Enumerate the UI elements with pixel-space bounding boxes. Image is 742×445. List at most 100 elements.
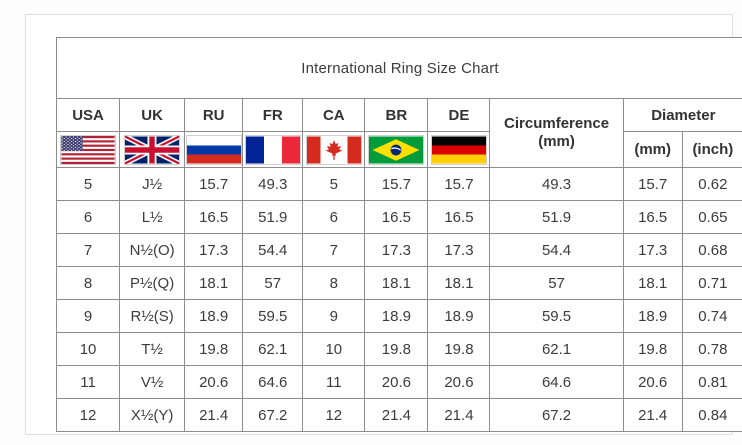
cell-de: 15.7 — [427, 167, 491, 201]
column-header-br: BR — [364, 98, 429, 132]
cell-usa: 8 — [55, 266, 121, 300]
cell-ru: 21.4 — [184, 398, 244, 432]
cell-usa: 7 — [55, 233, 121, 267]
cell-usa: 10 — [55, 332, 121, 366]
canada-flag-icon — [305, 134, 362, 165]
column-header-ru: RU — [184, 98, 244, 132]
cell-br: 18.9 — [364, 299, 429, 333]
table-row: 6 L½ 16.5 51.9 6 16.5 16.5 51.9 16.5 0.6… — [55, 200, 742, 234]
brazil-flag-icon — [368, 134, 425, 165]
cell-fr: 64.6 — [242, 365, 304, 399]
cell-diameter-mm: 19.8 — [622, 332, 683, 366]
cell-fr: 59.5 — [242, 299, 304, 333]
cell-diameter-inch: 0.65 — [681, 200, 742, 234]
cell-br: 20.6 — [364, 365, 429, 399]
cell-usa: 5 — [55, 167, 121, 201]
flag-cell-fr — [242, 131, 304, 168]
title-row: International Ring Size Chart — [56, 37, 742, 99]
cell-usa: 9 — [55, 299, 121, 333]
russia-flag-icon — [185, 134, 242, 165]
table-row: 8 P½(Q) 18.1 57 8 18.1 18.1 57 18.1 0.71 — [55, 266, 742, 300]
cell-circumference: 62.1 — [489, 332, 624, 366]
circumference-unit: (mm) — [538, 133, 575, 150]
cell-ru: 15.7 — [184, 167, 244, 201]
cell-ru: 16.5 — [184, 200, 244, 234]
cell-ru: 18.1 — [184, 266, 244, 300]
table-row: 11 V½ 20.6 64.6 11 20.6 20.6 64.6 20.6 0… — [55, 365, 742, 399]
cell-uk: P½(Q) — [119, 266, 186, 300]
cell-uk: L½ — [119, 200, 186, 234]
cell-fr: 49.3 — [242, 167, 304, 201]
cell-uk: J½ — [119, 167, 186, 201]
table-row: 9 R½(S) 18.9 59.5 9 18.9 18.9 59.5 18.9 … — [55, 299, 742, 333]
flag-cell-uk — [119, 131, 186, 168]
usa-flag-icon — [60, 134, 117, 165]
cell-de: 18.9 — [427, 299, 491, 333]
page-title: International Ring Size Chart — [56, 37, 742, 99]
circumference-label: Circumference — [504, 115, 610, 132]
cell-circumference: 64.6 — [489, 365, 624, 399]
cell-ca: 12 — [302, 398, 366, 432]
column-header-diameter: Diameter — [622, 98, 742, 132]
table-row: 5 J½ 15.7 49.3 5 15.7 15.7 49.3 15.7 0.6… — [55, 167, 742, 201]
column-header-de: DE — [427, 98, 491, 132]
cell-circumference: 59.5 — [489, 299, 624, 333]
cell-ca: 8 — [302, 266, 366, 300]
cell-br: 21.4 — [364, 398, 429, 432]
cell-ru: 19.8 — [184, 332, 244, 366]
cell-de: 16.5 — [427, 200, 491, 234]
cell-ca: 9 — [302, 299, 366, 333]
cell-fr: 54.4 — [242, 233, 304, 267]
cell-circumference: 54.4 — [489, 233, 624, 267]
cell-diameter-mm: 18.9 — [622, 299, 683, 333]
cell-diameter-mm: 15.7 — [622, 167, 683, 201]
cell-fr: 51.9 — [242, 200, 304, 234]
uk-flag-icon — [124, 134, 181, 165]
cell-de: 17.3 — [427, 233, 491, 267]
cell-uk: N½(O) — [119, 233, 186, 267]
cell-usa: 12 — [55, 398, 121, 432]
cell-usa: 11 — [55, 365, 121, 399]
cell-br: 15.7 — [364, 167, 429, 201]
cell-diameter-inch: 0.81 — [681, 365, 742, 399]
cell-ca: 6 — [302, 200, 366, 234]
cell-ca: 10 — [302, 332, 366, 366]
cell-diameter-mm: 17.3 — [622, 233, 683, 267]
flag-cell-br — [364, 131, 429, 168]
cell-de: 18.1 — [427, 266, 491, 300]
cell-de: 19.8 — [427, 332, 491, 366]
cell-diameter-mm: 16.5 — [622, 200, 683, 234]
cell-uk: V½ — [119, 365, 186, 399]
flag-cell-ru — [184, 131, 244, 168]
cell-diameter-inch: 0.84 — [681, 398, 742, 432]
cell-circumference: 57 — [489, 266, 624, 300]
cell-br: 16.5 — [364, 200, 429, 234]
flag-row: (mm) (inch) — [55, 131, 742, 168]
column-header-circumference: Circumference (mm) — [489, 98, 624, 168]
cell-diameter-inch: 0.71 — [681, 266, 742, 300]
table-row: 7 N½(O) 17.3 54.4 7 17.3 17.3 54.4 17.3 … — [55, 233, 742, 267]
cell-circumference: 49.3 — [489, 167, 624, 201]
cell-fr: 57 — [242, 266, 304, 300]
cell-ca: 7 — [302, 233, 366, 267]
column-header-fr: FR — [242, 98, 304, 132]
cell-uk: R½(S) — [119, 299, 186, 333]
cell-fr: 67.2 — [242, 398, 304, 432]
cell-circumference: 51.9 — [489, 200, 624, 234]
cell-uk: X½(Y) — [119, 398, 186, 432]
germany-flag-icon — [430, 134, 487, 165]
cell-ru: 17.3 — [184, 233, 244, 267]
flag-cell-usa — [55, 131, 121, 168]
column-header-uk: UK — [119, 98, 186, 132]
cell-diameter-mm: 21.4 — [622, 398, 683, 432]
page-frame: International Ring Size Chart USA UK RU … — [25, 14, 742, 435]
cell-diameter-inch: 0.62 — [681, 167, 742, 201]
cell-circumference: 67.2 — [489, 398, 624, 432]
diameter-mm-header: (mm) — [622, 131, 683, 168]
country-header-row: USA UK RU FR CA BR DE Circumference (mm)… — [55, 98, 742, 168]
france-flag-icon — [244, 134, 301, 165]
cell-ru: 20.6 — [184, 365, 244, 399]
cell-de: 20.6 — [427, 365, 491, 399]
cell-fr: 62.1 — [242, 332, 304, 366]
flag-cell-ca — [302, 131, 366, 168]
